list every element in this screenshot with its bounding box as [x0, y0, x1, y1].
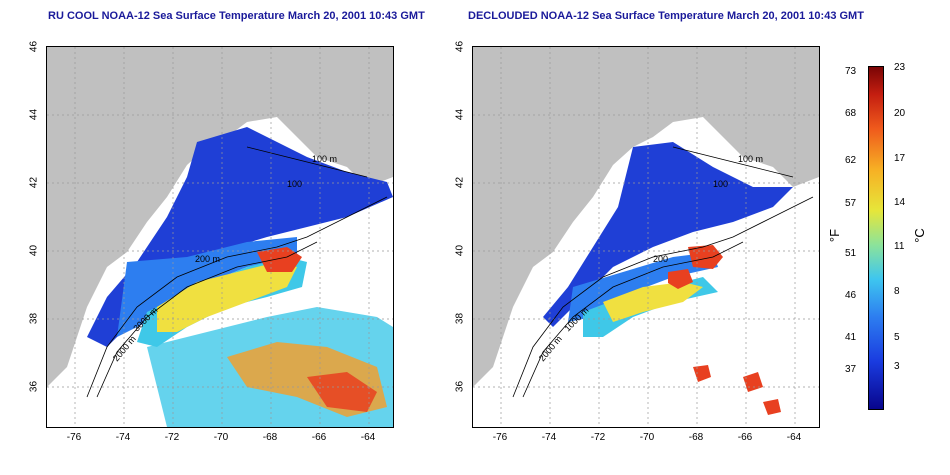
c-tick-11: 11 [894, 241, 905, 252]
f-tick-68: 68 [845, 108, 857, 119]
lat-lon-grid [47, 47, 393, 427]
c-tick-8: 8 [894, 286, 900, 297]
declouded-sst-map: 100 m 200 100 2000 m 1000 m [472, 46, 820, 428]
f-tick-51: 51 [845, 248, 857, 259]
contour-label-100: 100 [287, 179, 302, 189]
gulf-stream-warm [157, 262, 297, 332]
contour-label-100m: 100 m [312, 154, 337, 164]
lon-tick-76-right: -76 [492, 432, 508, 443]
lat-tick-36-right: 36 [454, 380, 466, 393]
lat-tick-46-left: 46 [28, 40, 40, 53]
contour-label-2000m: 2000 m [537, 334, 564, 363]
lat-tick-40-left: 40 [28, 244, 40, 257]
f-tick-62: 62 [845, 155, 857, 166]
c-tick-23: 23 [894, 62, 906, 73]
cold-water-region [543, 142, 793, 327]
temperature-colorbar [868, 66, 884, 410]
c-tick-20: 20 [894, 108, 906, 119]
contour-label-100: 100 [713, 179, 728, 189]
warm-patch-south-1 [693, 365, 711, 382]
lon-tick-64-right: -64 [786, 432, 802, 443]
celsius-unit-label: °C [911, 228, 927, 243]
lon-tick-66-left: -66 [311, 432, 327, 443]
warm-eddy-1 [668, 269, 693, 289]
raw-sst-map-graphic: 100 m 200 m 100 2000 m 3000 m [47, 47, 393, 427]
lat-tick-42-right: 42 [454, 176, 466, 189]
lon-tick-70-right: -70 [639, 432, 655, 443]
raw-sst-map: 100 m 200 m 100 2000 m 3000 m [46, 46, 394, 428]
right-panel-title: DECLOUDED NOAA-12 Sea Surface Temperatur… [468, 10, 864, 22]
lat-tick-38-right: 38 [454, 312, 466, 325]
lon-tick-74-right: -74 [541, 432, 557, 443]
f-tick-46: 46 [845, 290, 857, 301]
lat-tick-46-right: 46 [454, 40, 466, 53]
f-tick-41: 41 [845, 332, 857, 343]
c-tick-3: 3 [894, 361, 900, 372]
cold-water-region [87, 127, 393, 347]
lat-tick-40-right: 40 [454, 244, 466, 257]
hot-patches [307, 372, 377, 412]
bathymetry-contours [512, 146, 814, 398]
c-tick-17: 17 [894, 153, 906, 164]
gulf-stream-hot [257, 247, 302, 272]
f-tick-73: 73 [845, 66, 857, 77]
f-tick-37: 37 [845, 364, 857, 375]
lat-tick-42-left: 42 [28, 176, 40, 189]
warm-patch-south-3 [763, 399, 781, 415]
declouded-sst-map-graphic: 100 m 200 100 2000 m 1000 m [473, 47, 819, 427]
contour-label-100m: 100 m [738, 154, 763, 164]
lat-tick-44-right: 44 [454, 108, 466, 121]
contour-label-200m: 200 m [195, 254, 220, 264]
lon-tick-68-right: -68 [688, 432, 704, 443]
lon-tick-66-right: -66 [737, 432, 753, 443]
fahrenheit-unit-label: °F [827, 228, 843, 243]
c-tick-14: 14 [894, 197, 906, 208]
f-tick-57: 57 [845, 198, 857, 209]
lat-lon-grid [473, 47, 819, 427]
lon-tick-74-left: -74 [115, 432, 131, 443]
lon-tick-68-left: -68 [262, 432, 278, 443]
bathymetry-contours [86, 146, 388, 398]
contour-label-200: 200 [653, 254, 668, 264]
lon-tick-72-left: -72 [164, 432, 180, 443]
lat-tick-36-left: 36 [28, 380, 40, 393]
lat-tick-44-left: 44 [28, 108, 40, 121]
lon-tick-70-left: -70 [213, 432, 229, 443]
left-panel-title: RU COOL NOAA-12 Sea Surface Temperature … [48, 10, 425, 22]
lat-tick-38-left: 38 [28, 312, 40, 325]
gulf-stream-warm [603, 282, 703, 322]
c-tick-5: 5 [894, 332, 900, 343]
lon-tick-76-left: -76 [66, 432, 82, 443]
lon-tick-64-left: -64 [360, 432, 376, 443]
lon-tick-72-right: -72 [590, 432, 606, 443]
